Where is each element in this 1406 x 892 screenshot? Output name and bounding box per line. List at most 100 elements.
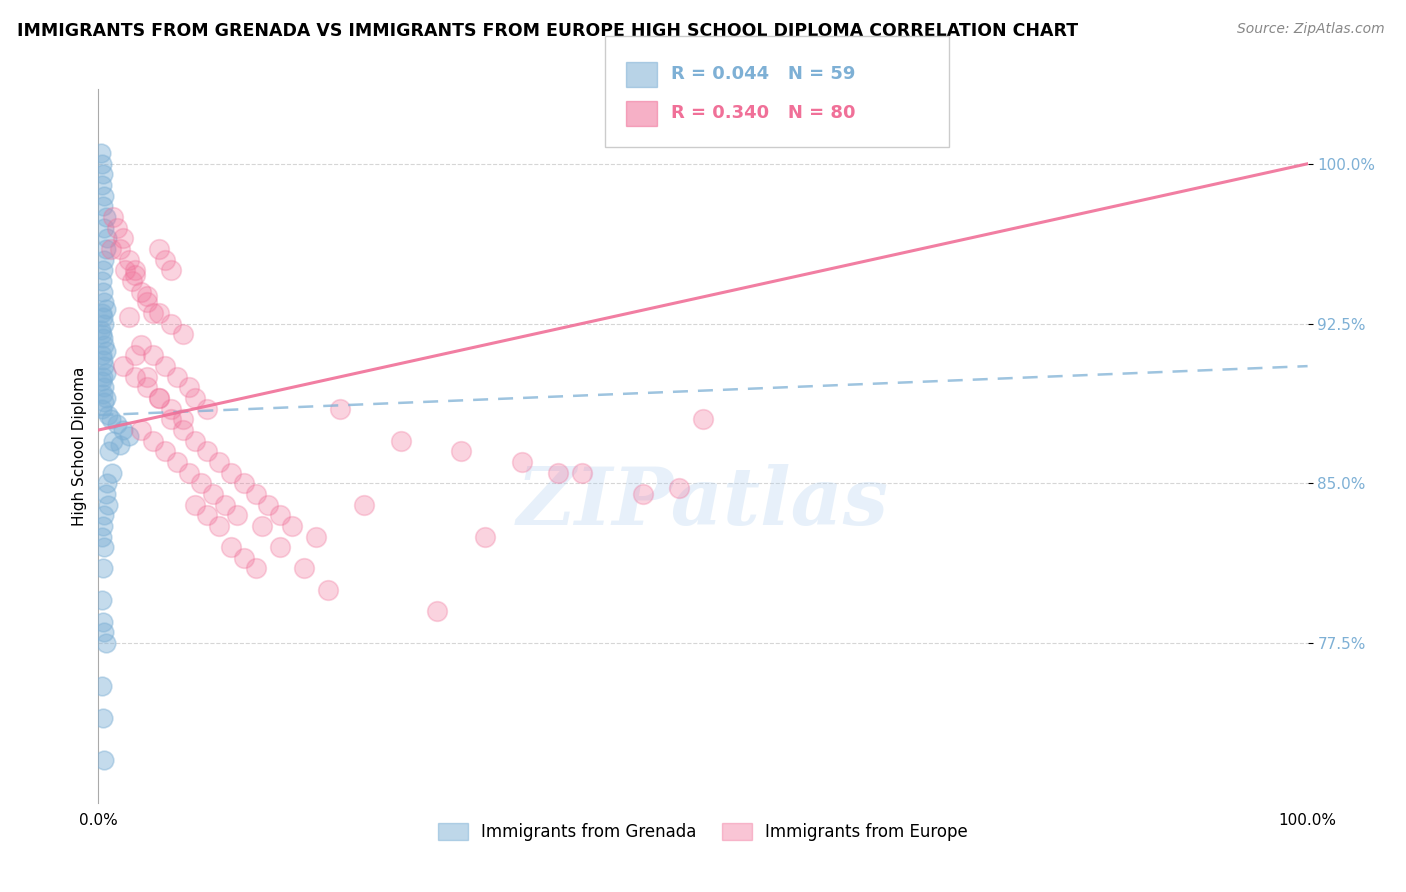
Point bbox=[105, 220, 128, 235]
Point bbox=[97, 498, 120, 512]
Point bbox=[148, 242, 170, 256]
Point bbox=[135, 289, 157, 303]
Point bbox=[631, 487, 654, 501]
Point bbox=[93, 252, 115, 267]
Point bbox=[148, 391, 170, 405]
Point bbox=[668, 481, 690, 495]
Point bbox=[93, 359, 115, 373]
Point bbox=[571, 466, 593, 480]
Point bbox=[450, 444, 472, 458]
Point bbox=[195, 508, 218, 523]
Point bbox=[172, 412, 194, 426]
Point bbox=[135, 369, 157, 384]
Point bbox=[153, 252, 176, 267]
Point bbox=[91, 615, 114, 629]
Point bbox=[135, 380, 157, 394]
Point bbox=[389, 434, 412, 448]
Point bbox=[97, 408, 120, 422]
Point bbox=[510, 455, 533, 469]
Text: ZIPatlas: ZIPatlas bbox=[517, 465, 889, 541]
Point bbox=[172, 327, 194, 342]
Point bbox=[93, 540, 115, 554]
Point bbox=[96, 476, 118, 491]
Point bbox=[221, 466, 243, 480]
Point bbox=[124, 263, 146, 277]
Point bbox=[101, 434, 124, 448]
Point bbox=[316, 582, 339, 597]
Point bbox=[93, 753, 115, 767]
Point bbox=[426, 604, 449, 618]
Point bbox=[142, 434, 165, 448]
Point bbox=[129, 338, 152, 352]
Point bbox=[214, 498, 236, 512]
Point bbox=[108, 242, 131, 256]
Point bbox=[91, 561, 114, 575]
Point bbox=[124, 369, 146, 384]
Point bbox=[91, 168, 114, 182]
Point bbox=[118, 310, 141, 325]
Point bbox=[142, 349, 165, 363]
Point bbox=[269, 508, 291, 523]
Point bbox=[153, 444, 176, 458]
Legend: Immigrants from Grenada, Immigrants from Europe: Immigrants from Grenada, Immigrants from… bbox=[432, 816, 974, 848]
Point bbox=[281, 519, 304, 533]
Text: R = 0.340   N = 80: R = 0.340 N = 80 bbox=[671, 104, 855, 122]
Point bbox=[91, 331, 114, 345]
Point bbox=[292, 561, 315, 575]
Point bbox=[91, 401, 114, 416]
Point bbox=[160, 401, 183, 416]
Text: R = 0.044   N = 59: R = 0.044 N = 59 bbox=[671, 65, 855, 83]
Point bbox=[91, 593, 114, 607]
Point bbox=[93, 508, 115, 523]
Point bbox=[91, 263, 114, 277]
Point bbox=[190, 476, 212, 491]
Point bbox=[94, 487, 117, 501]
Point bbox=[93, 625, 115, 640]
Point bbox=[245, 487, 267, 501]
Point bbox=[208, 519, 231, 533]
Point bbox=[94, 301, 117, 316]
Point bbox=[91, 349, 114, 363]
Point bbox=[221, 540, 243, 554]
Point bbox=[474, 529, 496, 543]
Point bbox=[166, 369, 188, 384]
Point bbox=[91, 529, 114, 543]
Point bbox=[105, 417, 128, 431]
Point bbox=[93, 317, 115, 331]
Point bbox=[305, 529, 328, 543]
Point bbox=[93, 188, 115, 202]
Point bbox=[111, 359, 134, 373]
Point bbox=[329, 401, 352, 416]
Point bbox=[195, 401, 218, 416]
Point bbox=[250, 519, 273, 533]
Point bbox=[153, 359, 176, 373]
Point bbox=[100, 242, 122, 256]
Point bbox=[184, 434, 207, 448]
Point bbox=[91, 178, 114, 192]
Point bbox=[208, 455, 231, 469]
Point bbox=[184, 391, 207, 405]
Point bbox=[91, 352, 114, 367]
Text: IMMIGRANTS FROM GRENADA VS IMMIGRANTS FROM EUROPE HIGH SCHOOL DIPLOMA CORRELATIO: IMMIGRANTS FROM GRENADA VS IMMIGRANTS FR… bbox=[17, 22, 1078, 40]
Point bbox=[91, 274, 114, 288]
Y-axis label: High School Diploma: High School Diploma bbox=[72, 367, 87, 525]
Point bbox=[226, 508, 249, 523]
Point bbox=[166, 455, 188, 469]
Point bbox=[93, 395, 115, 409]
Point bbox=[129, 423, 152, 437]
Point bbox=[160, 263, 183, 277]
Point bbox=[179, 380, 201, 394]
Point bbox=[93, 220, 115, 235]
Point bbox=[98, 444, 121, 458]
Point bbox=[90, 323, 112, 337]
Point bbox=[91, 369, 114, 384]
Point bbox=[91, 710, 114, 724]
Point bbox=[114, 263, 136, 277]
Point bbox=[142, 306, 165, 320]
Point bbox=[91, 157, 114, 171]
Point bbox=[101, 210, 124, 224]
Point bbox=[96, 231, 118, 245]
Point bbox=[202, 487, 225, 501]
Point bbox=[124, 349, 146, 363]
Point bbox=[195, 444, 218, 458]
